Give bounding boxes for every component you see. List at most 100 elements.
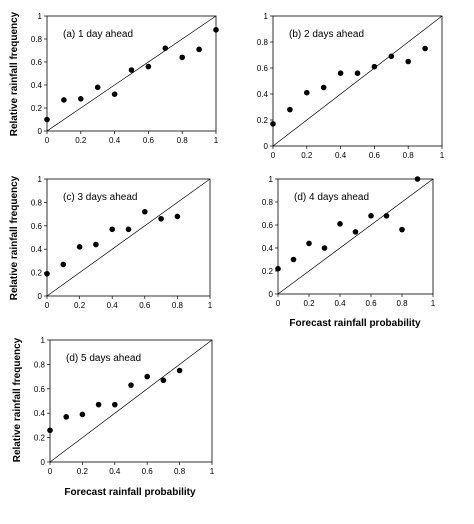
data-point [60,261,67,268]
perfect-reliability-line [46,178,211,297]
data-point [388,53,395,60]
perfect-reliability-line [272,15,443,147]
y-tick-label: 0.2 [262,267,274,276]
plot-frame [49,339,213,463]
x-tick-label: 0.6 [142,467,154,476]
data-point [61,97,67,103]
x-tick-label: 0 [45,136,50,145]
panel-title: (a) 1 day ahead [63,29,133,40]
y-axis-label: Relative rainfall frequency [9,175,20,300]
x-tick-label: 0.8 [174,467,186,476]
x-tick-label: 0.4 [109,136,121,145]
x-tick-label: 0.2 [77,467,89,476]
data-point [47,427,53,434]
y-tick-label: 0.2 [34,434,46,443]
data-point [128,67,135,73]
data-point [306,240,312,247]
y-tick-label: 0.4 [31,81,43,90]
y-tick-label: 1 [41,336,46,345]
y-tick-label: 0.2 [31,269,43,278]
data-point [337,221,343,227]
data-point [337,70,344,76]
x-tick-label: 0.2 [74,301,86,310]
x-tick-label: 0.6 [369,151,381,160]
y-tick-label: 0.2 [257,116,269,125]
data-point [196,46,202,53]
data-point [371,63,378,70]
x-tick-label: 0.2 [301,151,313,160]
data-point [304,89,310,96]
x-tick-label: 0.8 [403,151,415,160]
y-tick-label: 0.8 [257,38,269,47]
chart-panel-1: 0 0.2 0.4 0.6 0.8 1 0 0.2 0.4 0.6 0.8 1 (a) 1 day ah… [9,11,219,145]
data-point [78,96,84,102]
data-point [176,367,183,374]
y-tick-label: 0.4 [31,245,43,254]
chart-panel-5: 0 0.2 0.4 0.6 0.8 1 0 0.2 0.4 0.6 0.8 1 (d) 5 days a… [12,336,215,498]
x-axis-label: Forecast rainfall probability [289,318,421,329]
y-axis-label: Relative rainfall frequency [12,337,23,462]
panel-title: (d) 5 days ahead [66,353,141,364]
y-tick-label: 0 [269,290,274,299]
data-point [63,414,69,420]
data-point [275,265,281,272]
x-tick-label: 0 [271,151,276,160]
plot-frame [272,15,443,147]
data-point [287,106,293,113]
x-tick-label: 0 [48,467,53,476]
x-tick-label: 0.6 [139,301,151,310]
chart-panel-2: 0 0.2 0.4 0.6 0.8 1 0 0.2 0.4 0.6 0.8 1 (b) 2 days a… [257,12,445,160]
y-tick-label: 0.4 [262,244,274,253]
x-tick-label: 0.8 [177,136,189,145]
chart-panel-4: 0 0.2 0.4 0.6 0.8 1 0 0.2 0.4 0.6 0.8 1 (d) 4 days a… [262,175,436,329]
data-point [399,226,405,233]
data-point [213,27,219,33]
y-tick-label: 1 [269,175,274,184]
data-point [142,208,148,215]
x-tick-label: 0.4 [335,151,347,160]
data-point [179,54,185,61]
y-tick-label: 0.8 [31,35,43,44]
x-tick-label: 0.6 [365,299,377,308]
x-tick-label: 0 [45,301,50,310]
x-tick-label: 0.4 [109,467,121,476]
plot-frame [46,178,211,297]
panel-title: (b) 2 days ahead [289,29,364,40]
y-tick-label: 1 [264,12,269,21]
x-tick-label: 0.2 [303,299,315,308]
x-axis-label: Forecast rainfall probability [64,487,196,498]
data-point [93,241,99,248]
x-tick-label: 0.8 [172,301,184,310]
x-tick-label: 0.2 [75,136,87,145]
x-tick-label: 1 [431,299,436,308]
data-point [112,401,118,408]
data-point [405,58,412,65]
y-tick-label: 1 [38,12,43,21]
data-point [125,226,132,233]
data-point [290,256,297,263]
x-tick-label: 1 [208,301,213,310]
panel-title: (c) 3 days ahead [63,192,138,203]
y-tick-label: 0.6 [31,58,43,67]
x-tick-label: 0.4 [107,301,119,310]
x-tick-label: 0.4 [334,299,346,308]
data-point [44,270,50,277]
y-tick-label: 0 [264,142,269,151]
chart-panel-3: 0 0.2 0.4 0.6 0.8 1 0 0.2 0.4 0.6 0.8 1 (c) 3 days a… [9,175,213,310]
x-tick-label: 0 [276,299,281,308]
data-point [145,63,152,70]
x-tick-label: 1 [214,136,219,145]
y-tick-label: 0.8 [31,198,43,207]
x-tick-label: 1 [440,151,445,160]
plot-frame [46,15,217,132]
y-tick-label: 0.6 [257,64,269,73]
x-tick-label: 0.8 [396,299,408,308]
plot-frame [277,178,434,295]
x-tick-label: 0.6 [143,136,155,145]
y-tick-label: 0 [41,458,46,467]
data-point [160,377,167,384]
data-point [368,213,374,219]
data-point [174,213,181,220]
data-point [422,45,428,52]
data-point [414,176,421,182]
